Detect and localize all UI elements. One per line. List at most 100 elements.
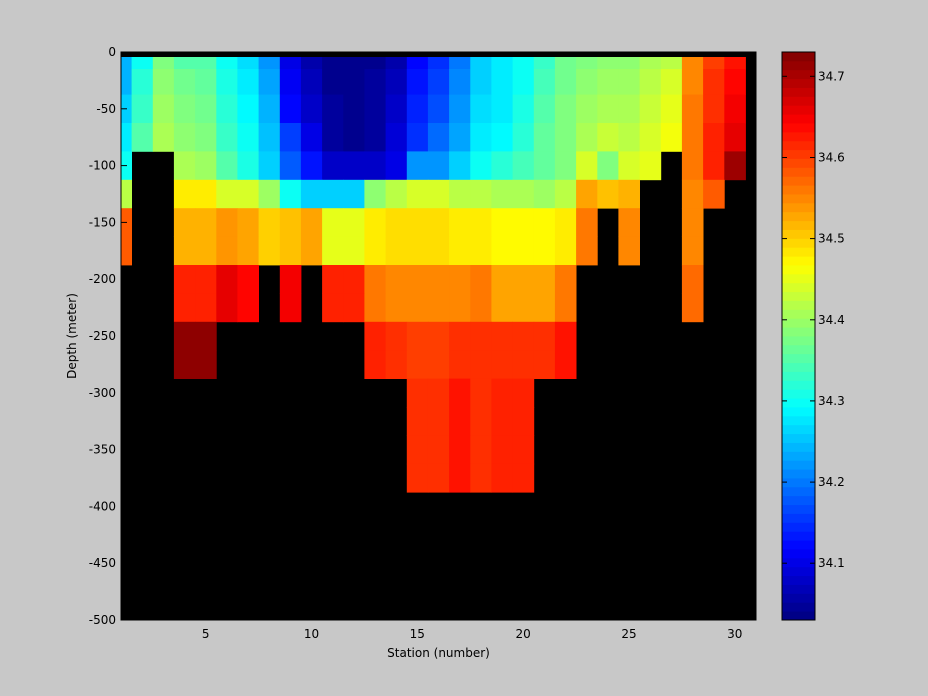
- colorbar-step: [782, 69, 815, 80]
- heatmap-cell: [703, 123, 725, 152]
- heatmap-cell: [449, 151, 471, 181]
- heatmap-cell: [237, 94, 259, 124]
- heatmap-cell: [364, 69, 386, 95]
- colorbar-step: [782, 566, 815, 577]
- heatmap-cell: [681, 236, 704, 266]
- heatmap-cell: [195, 151, 217, 181]
- colorbar-ticks: 34.1 34.2 34.3 34.4 34.5 34.6 34.7: [782, 69, 845, 570]
- colorbar-step: [782, 336, 815, 346]
- colorbar-step: [782, 282, 815, 293]
- heatmap-cell: [681, 151, 704, 181]
- heatmap-cell: [449, 208, 471, 237]
- colorbar-step: [782, 149, 815, 159]
- heatmap-cell: [470, 123, 492, 152]
- heatmap-cell: [195, 123, 217, 152]
- heatmap-cell: [660, 123, 683, 152]
- heatmap-cell: [639, 94, 662, 124]
- heatmap-cell: [681, 293, 704, 323]
- heatmap-cell: [385, 265, 408, 294]
- heatmap-cell: [449, 378, 471, 408]
- heatmap-cell: [343, 265, 365, 294]
- heatmap-cell: [449, 123, 471, 152]
- y-tick-label: -100: [89, 159, 116, 173]
- colorbar-step: [782, 140, 815, 151]
- heatmap-cell: [449, 407, 471, 436]
- heatmap-cell: [470, 265, 492, 294]
- heatmap-cell: [364, 208, 386, 237]
- y-tick-label: 0: [108, 45, 116, 59]
- heatmap-cell: [406, 69, 429, 95]
- heatmap-cell: [173, 151, 196, 181]
- heatmap-cell: [131, 94, 154, 124]
- heatmap-cell: [300, 179, 323, 209]
- heatmap-cell: [639, 123, 662, 152]
- heatmap-cell: [322, 293, 344, 323]
- heatmap-cell: [470, 69, 492, 95]
- heatmap-cell: [554, 94, 577, 124]
- x-tick-label: 10: [304, 627, 319, 641]
- heatmap-cell: [639, 151, 662, 181]
- heatmap-cell: [427, 321, 450, 351]
- heatmap-cell: [724, 151, 746, 181]
- x-tick-label: 5: [202, 627, 210, 641]
- heatmap-cell: [322, 69, 344, 95]
- heatmap-cell: [427, 463, 450, 493]
- heatmap-cell: [703, 69, 725, 95]
- heatmap-cell: [470, 293, 492, 323]
- heatmap-cell: [322, 123, 344, 152]
- heatmap-cell: [300, 236, 323, 266]
- heatmap-cell: [533, 236, 556, 266]
- heatmap-cell: [300, 94, 323, 124]
- heatmap-cell: [237, 293, 259, 323]
- heatmap-cell: [491, 265, 513, 294]
- heatmap-cell: [533, 179, 556, 209]
- y-tick-label: -400: [89, 499, 116, 513]
- heatmap-cell: [449, 350, 471, 379]
- heatmap-cell: [491, 407, 513, 436]
- heatmap-cell: [385, 179, 408, 209]
- heatmap-cell: [470, 407, 492, 436]
- heatmap-cell: [576, 151, 598, 181]
- heatmap-cell: [554, 151, 577, 181]
- heatmap-cell: [724, 94, 746, 124]
- heatmap-cell: [470, 208, 492, 237]
- colorbar-step: [782, 602, 815, 612]
- heatmap-cell: [533, 94, 556, 124]
- heatmap-cell: [364, 151, 386, 181]
- heatmap-cell: [173, 69, 196, 95]
- colorbar-step: [782, 309, 815, 319]
- colorbar-step: [782, 87, 815, 97]
- heatmap-cell: [364, 94, 386, 124]
- heatmap-cell: [216, 123, 238, 152]
- heatmap-cell: [427, 350, 450, 379]
- heatmap-cell: [322, 208, 344, 237]
- colorbar-tick-label: 34.6: [818, 151, 845, 165]
- heatmap-cell: [385, 69, 408, 95]
- heatmap-cell: [385, 94, 408, 124]
- heatmap-cell: [279, 208, 302, 237]
- heatmap-cell: [427, 407, 450, 436]
- heatmap-cell: [258, 236, 281, 266]
- heatmap-cell: [237, 179, 259, 209]
- heatmap-cell: [364, 179, 386, 209]
- colorbar-step: [782, 593, 815, 603]
- heatmap-cell: [279, 293, 302, 323]
- heatmap-cell: [300, 123, 323, 152]
- heatmap-cell: [385, 151, 408, 181]
- colorbar-step: [782, 238, 815, 248]
- heatmap-cell: [406, 179, 429, 209]
- heatmap-cell: [491, 123, 513, 152]
- heatmap-cell: [173, 265, 196, 294]
- heatmap-cell: [173, 350, 196, 379]
- heatmap-cell: [385, 350, 408, 379]
- heatmap-cell: [491, 293, 513, 323]
- heatmap-cell: [406, 94, 429, 124]
- heatmap-cell: [512, 463, 535, 493]
- y-tick-label: -350: [89, 443, 116, 457]
- heatmap-cell: [512, 265, 535, 294]
- heatmap-cell: [279, 69, 302, 95]
- colorbar-step: [782, 123, 815, 133]
- heatmap-cell: [427, 151, 450, 181]
- heatmap-cell: [512, 350, 535, 379]
- heatmap-cell: [364, 123, 386, 152]
